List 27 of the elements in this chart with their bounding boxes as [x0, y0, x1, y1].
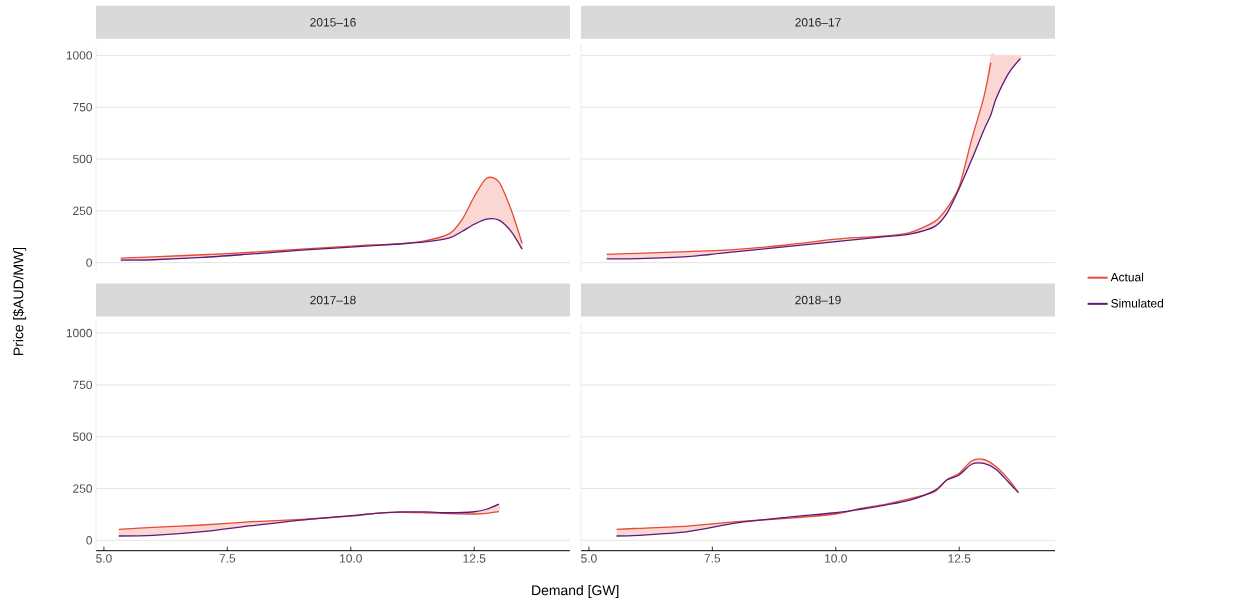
y-tick-label: 750 — [73, 102, 93, 112]
y-tick-label: 250 — [73, 206, 93, 216]
y-axis-title: Price [$AUD/MW] — [12, 247, 27, 355]
y-tick-label: 0 — [86, 258, 93, 267]
x-tick-label: 12.5 — [948, 554, 971, 563]
x-axis-title: Demand [GW] — [532, 585, 619, 598]
x-tick-label: 5.0 — [581, 554, 597, 563]
y-tick-label: 750 — [73, 380, 93, 390]
x-tick-label: 7.5 — [704, 554, 721, 563]
y-tick-label: 250 — [73, 484, 93, 493]
y-tick-label: 1000 — [66, 328, 93, 338]
legend-label: Simulated — [1111, 298, 1163, 308]
x-tick-label: 12.5 — [463, 554, 486, 563]
y-tick-label: 500 — [73, 432, 93, 441]
x-tick-label: 10.0 — [825, 554, 847, 563]
x-tick-label: 5.0 — [96, 554, 112, 563]
x-tick-label: 10.0 — [340, 554, 362, 563]
chart-title: 2017–18 — [310, 295, 356, 305]
y-tick-label: 500 — [73, 154, 93, 164]
legend-label: Actual — [1110, 272, 1144, 282]
y-tick-label: 1000 — [66, 51, 93, 60]
x-tick-label: 7.5 — [219, 554, 236, 563]
chart-title: 2016–17 — [795, 18, 841, 27]
chart-title: 2015–16 — [310, 18, 356, 27]
line-series — [120, 218, 523, 261]
y-tick-label: 0 — [86, 536, 93, 545]
chart-title: 2018–19 — [795, 295, 841, 305]
